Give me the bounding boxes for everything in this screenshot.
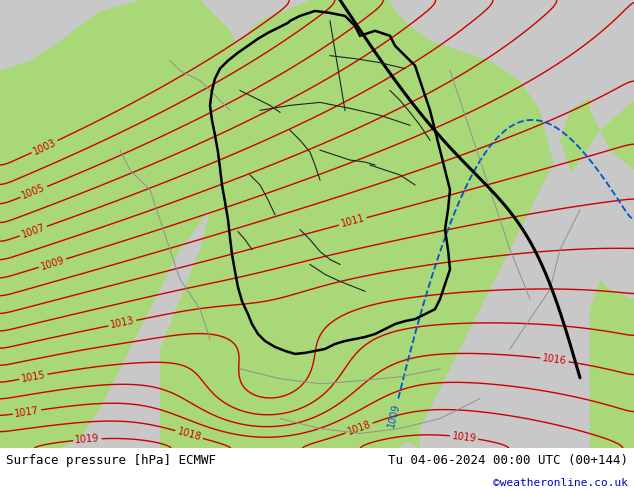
Text: 1016: 1016	[541, 353, 567, 367]
Text: 1015: 1015	[20, 369, 46, 384]
Text: 1019: 1019	[75, 434, 100, 445]
Polygon shape	[540, 0, 634, 249]
Polygon shape	[390, 0, 634, 299]
Text: 1007: 1007	[20, 222, 47, 240]
Polygon shape	[0, 0, 140, 71]
Polygon shape	[390, 0, 634, 299]
Text: ©weatheronline.co.uk: ©weatheronline.co.uk	[493, 477, 628, 488]
Polygon shape	[340, 0, 370, 21]
Text: 1009: 1009	[387, 402, 402, 428]
Polygon shape	[280, 0, 390, 66]
Text: 1018: 1018	[346, 419, 372, 437]
Text: 1019: 1019	[451, 431, 477, 443]
Text: 1009: 1009	[39, 255, 65, 271]
Text: 1003: 1003	[31, 137, 58, 156]
Polygon shape	[220, 389, 420, 448]
Text: Tu 04-06-2024 00:00 UTC (00+144): Tu 04-06-2024 00:00 UTC (00+144)	[387, 454, 628, 467]
Polygon shape	[590, 200, 634, 448]
Text: 1005: 1005	[20, 183, 47, 201]
Polygon shape	[0, 0, 140, 71]
Polygon shape	[0, 0, 240, 448]
Text: 1013: 1013	[109, 316, 135, 330]
Text: 1011: 1011	[340, 213, 366, 229]
Polygon shape	[160, 0, 560, 448]
Text: 1018: 1018	[176, 426, 202, 442]
Text: Surface pressure [hPa] ECMWF: Surface pressure [hPa] ECMWF	[6, 454, 216, 467]
Text: 1017: 1017	[14, 405, 40, 418]
